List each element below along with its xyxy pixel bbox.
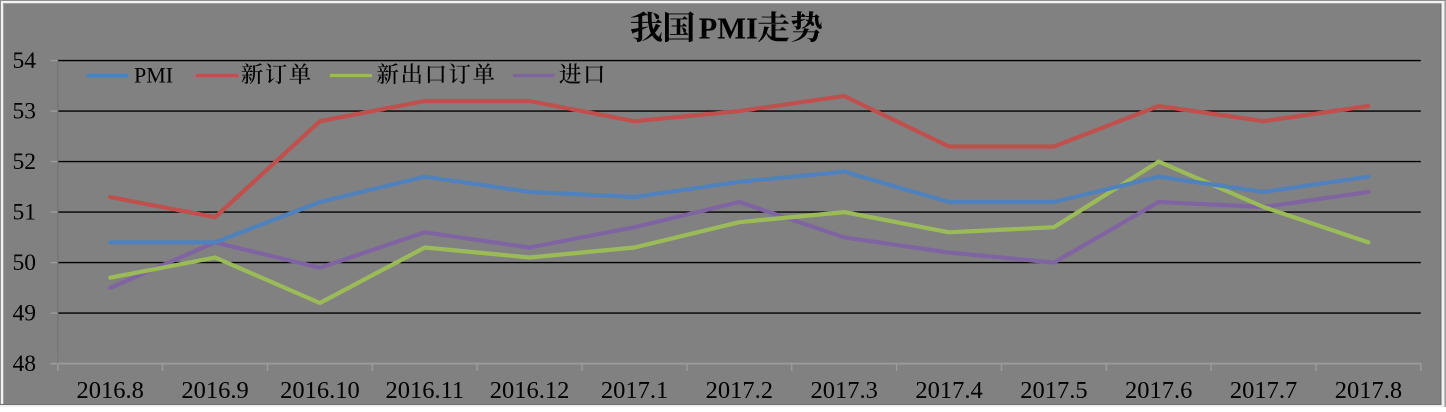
svg-text:2017.2: 2017.2 bbox=[706, 377, 773, 404]
svg-text:2017.4: 2017.4 bbox=[915, 377, 982, 404]
svg-text:54: 54 bbox=[13, 48, 37, 74]
svg-text:48: 48 bbox=[13, 351, 37, 377]
svg-text:2017.3: 2017.3 bbox=[811, 377, 878, 404]
svg-text:2017.8: 2017.8 bbox=[1335, 377, 1402, 404]
svg-text:2016.10: 2016.10 bbox=[280, 377, 360, 404]
svg-text:50: 50 bbox=[13, 250, 37, 276]
svg-text:51: 51 bbox=[13, 200, 37, 226]
svg-text:2016.9: 2016.9 bbox=[181, 377, 248, 404]
svg-text:2016.12: 2016.12 bbox=[490, 377, 570, 404]
svg-text:2017.6: 2017.6 bbox=[1125, 377, 1192, 404]
svg-text:2016.11: 2016.11 bbox=[385, 377, 464, 404]
svg-text:PMI: PMI bbox=[134, 63, 173, 88]
svg-text:2017.1: 2017.1 bbox=[601, 377, 668, 404]
svg-text:53: 53 bbox=[13, 99, 37, 125]
svg-text:2017.7: 2017.7 bbox=[1230, 377, 1297, 404]
svg-text:2016.8: 2016.8 bbox=[77, 377, 144, 404]
svg-text:2017.5: 2017.5 bbox=[1020, 377, 1087, 404]
svg-text:52: 52 bbox=[13, 149, 37, 175]
svg-text:49: 49 bbox=[13, 301, 37, 327]
svg-text:PMI: PMI bbox=[699, 12, 758, 46]
